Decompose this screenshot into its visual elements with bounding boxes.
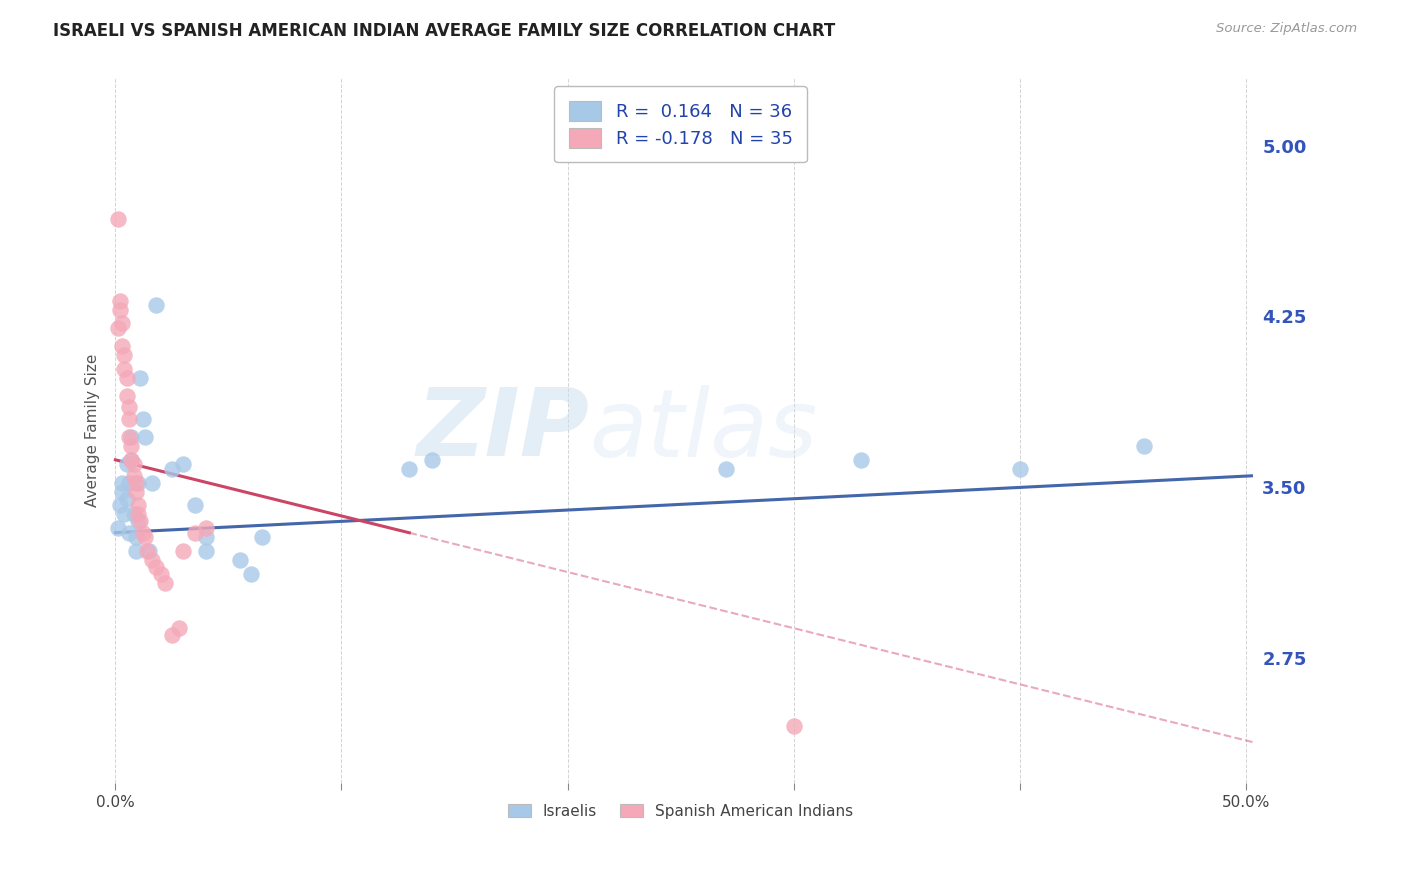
Point bbox=[851, 453, 873, 467]
Point bbox=[134, 530, 156, 544]
Point bbox=[141, 553, 163, 567]
Point bbox=[127, 514, 149, 528]
Point bbox=[122, 508, 145, 522]
Point bbox=[134, 430, 156, 444]
Point bbox=[125, 484, 148, 499]
Point bbox=[1008, 462, 1031, 476]
Point bbox=[129, 371, 152, 385]
Point bbox=[125, 475, 148, 490]
Point bbox=[107, 321, 129, 335]
Point bbox=[172, 544, 194, 558]
Point bbox=[420, 453, 443, 467]
Point bbox=[160, 628, 183, 642]
Point bbox=[118, 412, 141, 426]
Point bbox=[107, 521, 129, 535]
Point bbox=[183, 499, 205, 513]
Text: Source: ZipAtlas.com: Source: ZipAtlas.com bbox=[1216, 22, 1357, 36]
Point bbox=[252, 530, 274, 544]
Point bbox=[782, 719, 804, 733]
Point bbox=[115, 371, 138, 385]
Point bbox=[120, 453, 142, 467]
Point bbox=[149, 566, 172, 581]
Point bbox=[136, 544, 159, 558]
Point bbox=[118, 401, 141, 415]
Point bbox=[127, 475, 149, 490]
Point bbox=[138, 544, 160, 558]
Text: ISRAELI VS SPANISH AMERICAN INDIAN AVERAGE FAMILY SIZE CORRELATION CHART: ISRAELI VS SPANISH AMERICAN INDIAN AVERA… bbox=[53, 22, 835, 40]
Point bbox=[1133, 439, 1156, 453]
Point bbox=[131, 525, 153, 540]
Point bbox=[127, 508, 149, 522]
Point bbox=[120, 439, 142, 453]
Point bbox=[111, 484, 134, 499]
Point bbox=[167, 621, 190, 635]
Point bbox=[141, 475, 163, 490]
Point bbox=[120, 430, 142, 444]
Point bbox=[145, 298, 167, 312]
Point bbox=[160, 462, 183, 476]
Point bbox=[108, 499, 131, 513]
Point bbox=[194, 521, 217, 535]
Point bbox=[183, 525, 205, 540]
Point bbox=[714, 462, 737, 476]
Point bbox=[114, 508, 136, 522]
Text: ZIP: ZIP bbox=[416, 384, 589, 476]
Point bbox=[194, 530, 217, 544]
Point bbox=[240, 566, 263, 581]
Legend: Israelis, Spanish American Indians: Israelis, Spanish American Indians bbox=[502, 797, 859, 825]
Point bbox=[108, 293, 131, 308]
Point bbox=[229, 553, 252, 567]
Y-axis label: Average Family Size: Average Family Size bbox=[86, 353, 100, 507]
Point bbox=[153, 575, 176, 590]
Point bbox=[398, 462, 420, 476]
Point bbox=[127, 499, 149, 513]
Point bbox=[145, 559, 167, 574]
Point bbox=[131, 412, 153, 426]
Point bbox=[125, 544, 148, 558]
Point bbox=[125, 530, 148, 544]
Point bbox=[120, 453, 142, 467]
Text: atlas: atlas bbox=[589, 384, 817, 475]
Point bbox=[115, 458, 138, 472]
Point bbox=[107, 211, 129, 226]
Point bbox=[114, 348, 136, 362]
Point bbox=[172, 458, 194, 472]
Point bbox=[111, 475, 134, 490]
Point bbox=[111, 339, 134, 353]
Point bbox=[122, 468, 145, 483]
Point bbox=[129, 514, 152, 528]
Point bbox=[118, 475, 141, 490]
Point bbox=[114, 361, 136, 376]
Point bbox=[118, 430, 141, 444]
Point bbox=[118, 525, 141, 540]
Point bbox=[115, 389, 138, 403]
Point bbox=[111, 316, 134, 330]
Point bbox=[122, 458, 145, 472]
Point bbox=[108, 302, 131, 317]
Point bbox=[115, 491, 138, 506]
Point bbox=[194, 544, 217, 558]
